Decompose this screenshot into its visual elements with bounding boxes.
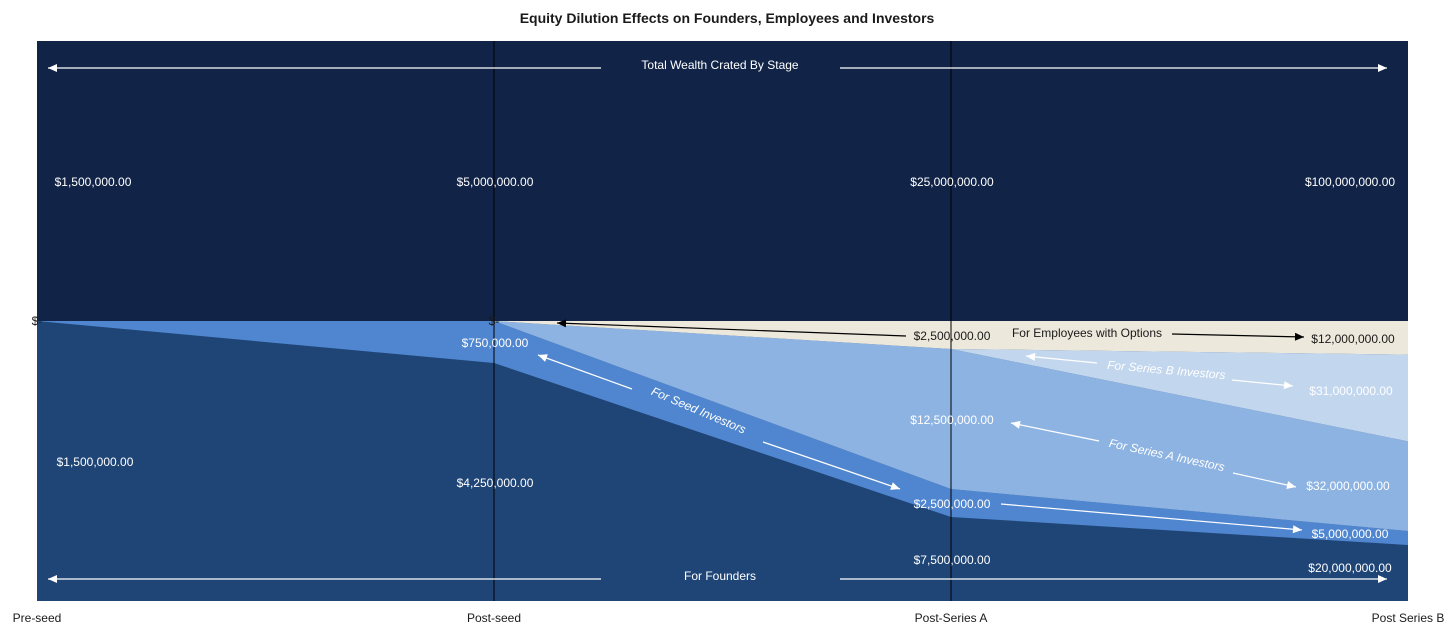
series-a-arrow-right [1232, 472, 1297, 488]
seed-value-label: $5,000,000.00 [1312, 527, 1389, 541]
total-wealth-band [37, 41, 1408, 321]
seed-arrow-lower-head [1292, 525, 1302, 534]
stage-label-pre-seed: Pre-seed [13, 611, 62, 625]
series-b-arrow-left-head [1026, 352, 1036, 361]
seed-arrow-left-head [538, 354, 548, 362]
annotation-arrows [48, 64, 1387, 583]
total-wealth-value-label: $5,000,000.00 [457, 175, 534, 189]
zero-marker-label: $- [32, 314, 43, 328]
total-wealth-value-label: $1,500,000.00 [55, 175, 132, 189]
seed-arrow-right-head [890, 482, 900, 490]
employees-series-label: For Employees with Options [1012, 326, 1162, 340]
total-wealth-title: Total Wealth Crated By Stage [641, 58, 799, 72]
chart-title: Equity Dilution Effects on Founders, Emp… [520, 10, 935, 26]
total-wealth-arrow-left-head [48, 64, 57, 72]
seed-value-label: $750,000.00 [462, 336, 529, 350]
total-wealth-value-label: $25,000,000.00 [910, 175, 994, 189]
value-labels: $1,500,000.00 $5,000,000.00 $25,000,000.00… [32, 58, 1396, 583]
stage-label-post-series-a: Post-Series A [915, 611, 988, 625]
total-wealth-arrow-right-head [1378, 64, 1387, 72]
zero-marker-label: $- [489, 314, 500, 328]
founders-value-label: $1,500,000.00 [57, 455, 134, 469]
series-b-arrow-right [1231, 379, 1294, 387]
area-for-series-b-investors [37, 321, 1408, 442]
founders-series-label: For Founders [684, 569, 756, 583]
series-b-arrow-left [1025, 355, 1098, 364]
series-a-arrow-left [1010, 422, 1100, 442]
founders-arrow-right-head [1378, 575, 1387, 583]
employees-arrow-right-head [1294, 332, 1304, 341]
area-for-employees-with-options [37, 321, 1408, 355]
founders-value-label: $4,250,000.00 [457, 476, 534, 490]
stage-label-post-series-b: Post Series B [1372, 611, 1445, 625]
share-areas [37, 321, 1408, 545]
seed-arrow-left [537, 354, 633, 390]
seed-arrow-lower [1000, 503, 1303, 531]
series-a-value-label: $12,500,000.00 [910, 413, 994, 427]
stage-label-post-seed: Post-seed [467, 611, 521, 625]
employees-arrow-left-head [557, 319, 567, 328]
seed-value-label: $2,500,000.00 [914, 497, 991, 511]
employees-value-label: $2,500,000.00 [914, 329, 991, 343]
founders-arrow-left-head [48, 575, 57, 583]
seed-arrow-right [762, 441, 901, 490]
series-a-arrow-left-head [1011, 420, 1021, 429]
employees-value-label: $12,000,000.00 [1311, 332, 1395, 346]
founders-value-label: $7,500,000.00 [914, 553, 991, 567]
stage-gridlines [493, 41, 952, 601]
x-axis-stage-labels: Pre-seed Post-seed Post-Series A Post Serie… [13, 611, 1445, 625]
series-b-arrow-right-head [1283, 381, 1293, 390]
employees-arrow-right [1171, 333, 1305, 338]
series-b-value-label: $31,000,000.00 [1309, 384, 1393, 398]
area-for-series-a-investors [37, 321, 1408, 531]
total-wealth-value-label: $100,000,000.00 [1305, 175, 1395, 189]
founders-value-label: $20,000,000.00 [1308, 561, 1392, 575]
area-for-seed-investors [37, 321, 1408, 545]
series-a-arrow-right-head [1286, 481, 1296, 489]
employees-arrow-left [556, 322, 907, 337]
series-a-value-label: $32,000,000.00 [1306, 479, 1390, 493]
